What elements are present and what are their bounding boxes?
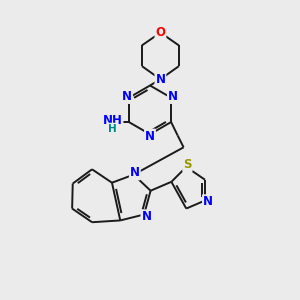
Text: N: N xyxy=(145,130,155,142)
Text: N: N xyxy=(155,73,165,86)
Text: H: H xyxy=(108,124,116,134)
Text: N: N xyxy=(203,195,213,208)
Text: N: N xyxy=(122,90,132,103)
Text: O: O xyxy=(155,26,165,39)
Text: N: N xyxy=(168,90,178,103)
Text: N: N xyxy=(141,210,152,224)
Text: S: S xyxy=(183,158,192,171)
Text: N: N xyxy=(130,167,140,179)
Text: NH: NH xyxy=(103,114,122,128)
